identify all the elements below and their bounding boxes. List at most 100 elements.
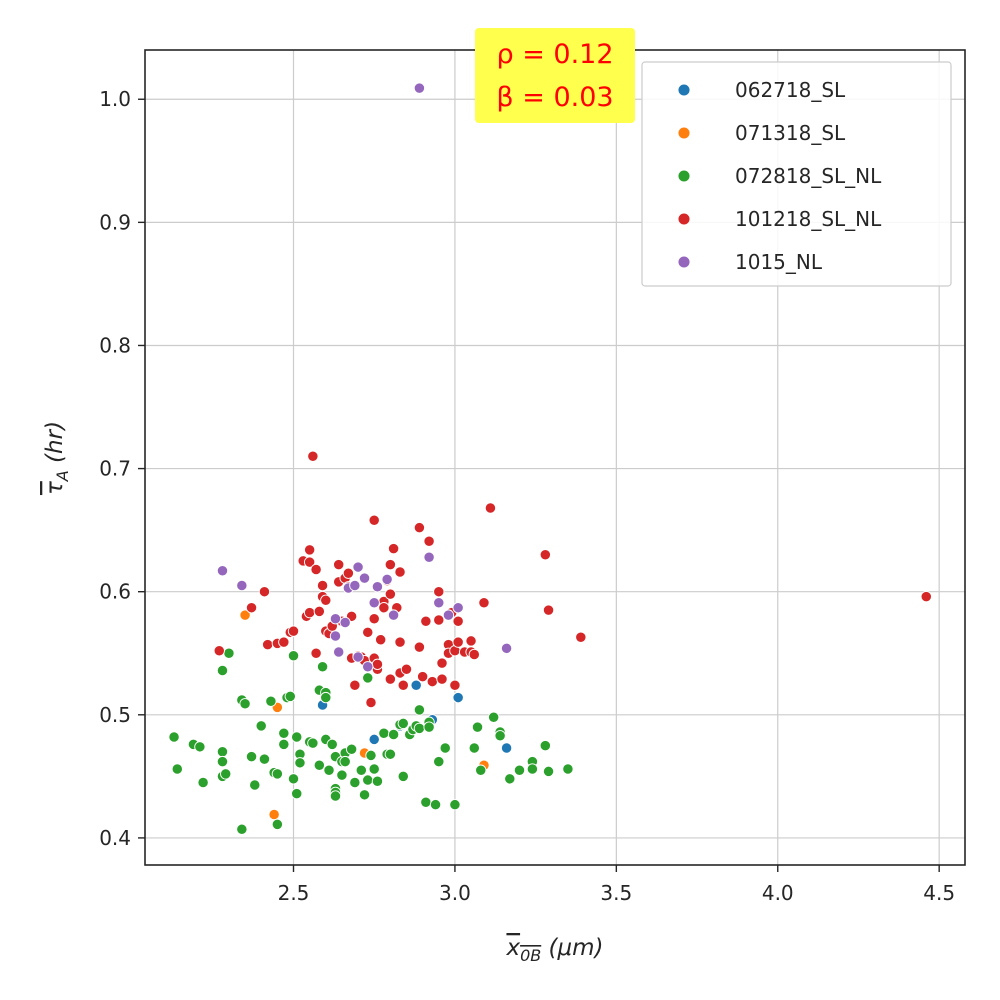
data-point (307, 450, 319, 462)
data-point (433, 586, 445, 598)
data-point (349, 679, 361, 691)
legend-label: 071318_SL (735, 121, 846, 145)
beta-annotation: β = 0.03 (496, 82, 613, 113)
data-point (213, 645, 225, 657)
data-point (562, 763, 574, 775)
data-point (352, 651, 364, 663)
data-point (258, 586, 271, 598)
legend-marker (677, 126, 691, 140)
data-point (368, 514, 380, 526)
data-point (303, 606, 316, 619)
data-point (400, 663, 413, 675)
data-point (287, 773, 300, 785)
series-072818_SL_NL (168, 647, 574, 835)
legend-label: 101218_SL_NL (735, 207, 882, 231)
legend-marker (677, 83, 691, 97)
data-point (542, 765, 555, 778)
stats-annotation: ρ = 0.12 β = 0.03 (475, 28, 635, 123)
data-point (488, 711, 500, 723)
data-point (239, 698, 251, 710)
data-point (326, 738, 338, 751)
data-point (387, 728, 400, 741)
data-point (413, 722, 426, 734)
data-point (342, 567, 355, 579)
data-point (384, 588, 397, 600)
data-point (439, 742, 451, 754)
y-tick-label: 0.7 (99, 457, 131, 481)
data-point (216, 565, 229, 577)
data-point (362, 661, 374, 673)
legend-marker (677, 169, 691, 183)
data-point (313, 759, 325, 771)
y-tick-label: 0.9 (99, 210, 131, 234)
data-point (271, 818, 284, 831)
data-point (384, 673, 397, 685)
data-point (236, 579, 248, 592)
data-point (500, 742, 513, 754)
legend-marker (677, 255, 691, 269)
data-point (368, 613, 380, 625)
data-point (429, 799, 442, 811)
data-point (420, 796, 432, 808)
data-point (500, 642, 513, 654)
legend-box (641, 61, 952, 287)
data-point (423, 535, 435, 547)
y-tick-label: 0.4 (99, 826, 131, 850)
data-point (349, 776, 361, 789)
data-point (310, 563, 322, 576)
data-point (316, 579, 329, 592)
data-point (442, 609, 455, 621)
data-point (245, 751, 258, 763)
data-point (452, 602, 464, 614)
data-point (245, 602, 258, 614)
data-point (329, 790, 342, 802)
data-point (345, 743, 358, 755)
data-point (355, 764, 367, 776)
data-point (362, 672, 374, 684)
data-point (384, 748, 397, 760)
legend-marker (677, 212, 691, 226)
data-point (410, 679, 422, 691)
data-point (449, 679, 461, 691)
data-point (575, 631, 587, 643)
data-point (452, 691, 464, 704)
data-point (171, 763, 183, 775)
data-point (365, 696, 377, 709)
data-point (468, 742, 480, 754)
data-point (433, 614, 445, 626)
data-point (484, 502, 497, 514)
data-point (349, 579, 361, 592)
data-point (303, 556, 316, 568)
data-point (258, 753, 271, 765)
data-point (307, 737, 319, 749)
data-point (249, 779, 261, 791)
data-point (278, 738, 290, 751)
data-point (255, 720, 267, 732)
data-point (413, 82, 426, 94)
data-point (358, 789, 371, 801)
data-point (291, 787, 303, 800)
data-point (468, 648, 480, 661)
data-point (426, 675, 438, 688)
data-point (920, 590, 932, 603)
data-point (303, 544, 316, 556)
x-axis-title-sub: 0B (520, 946, 541, 965)
data-point (542, 604, 555, 616)
data-point (375, 634, 387, 646)
data-point (362, 626, 374, 638)
data-point (433, 597, 445, 609)
data-point (216, 746, 229, 758)
data-point (413, 704, 426, 716)
y-tick-label: 0.6 (99, 580, 131, 604)
data-point (329, 630, 342, 642)
data-point (368, 597, 380, 609)
data-point (239, 609, 251, 621)
data-point (339, 755, 351, 768)
data-point (526, 763, 539, 775)
data-points (168, 82, 932, 835)
data-point (384, 558, 397, 571)
data-point (271, 768, 284, 780)
data-point (287, 650, 300, 662)
stats-annotation-box (475, 28, 635, 123)
data-point (352, 561, 364, 573)
